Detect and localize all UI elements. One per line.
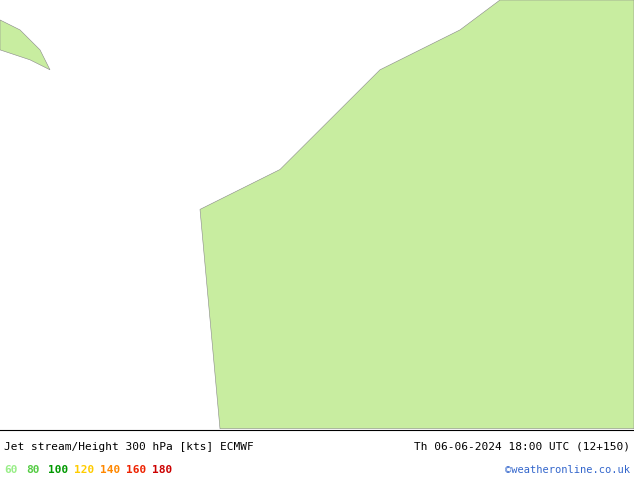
Text: 180: 180 bbox=[152, 465, 172, 475]
Text: 120: 120 bbox=[74, 465, 94, 475]
Text: ©weatheronline.co.uk: ©weatheronline.co.uk bbox=[505, 465, 630, 475]
Text: 160: 160 bbox=[126, 465, 146, 475]
Text: 80: 80 bbox=[26, 465, 39, 475]
Text: 140: 140 bbox=[100, 465, 120, 475]
Text: 60: 60 bbox=[4, 465, 18, 475]
Polygon shape bbox=[0, 20, 50, 70]
Text: Th 06-06-2024 18:00 UTC (12+150): Th 06-06-2024 18:00 UTC (12+150) bbox=[414, 441, 630, 451]
Polygon shape bbox=[200, 0, 634, 429]
Text: Jet stream/Height 300 hPa [kts] ECMWF: Jet stream/Height 300 hPa [kts] ECMWF bbox=[4, 441, 254, 451]
Text: 100: 100 bbox=[48, 465, 68, 475]
